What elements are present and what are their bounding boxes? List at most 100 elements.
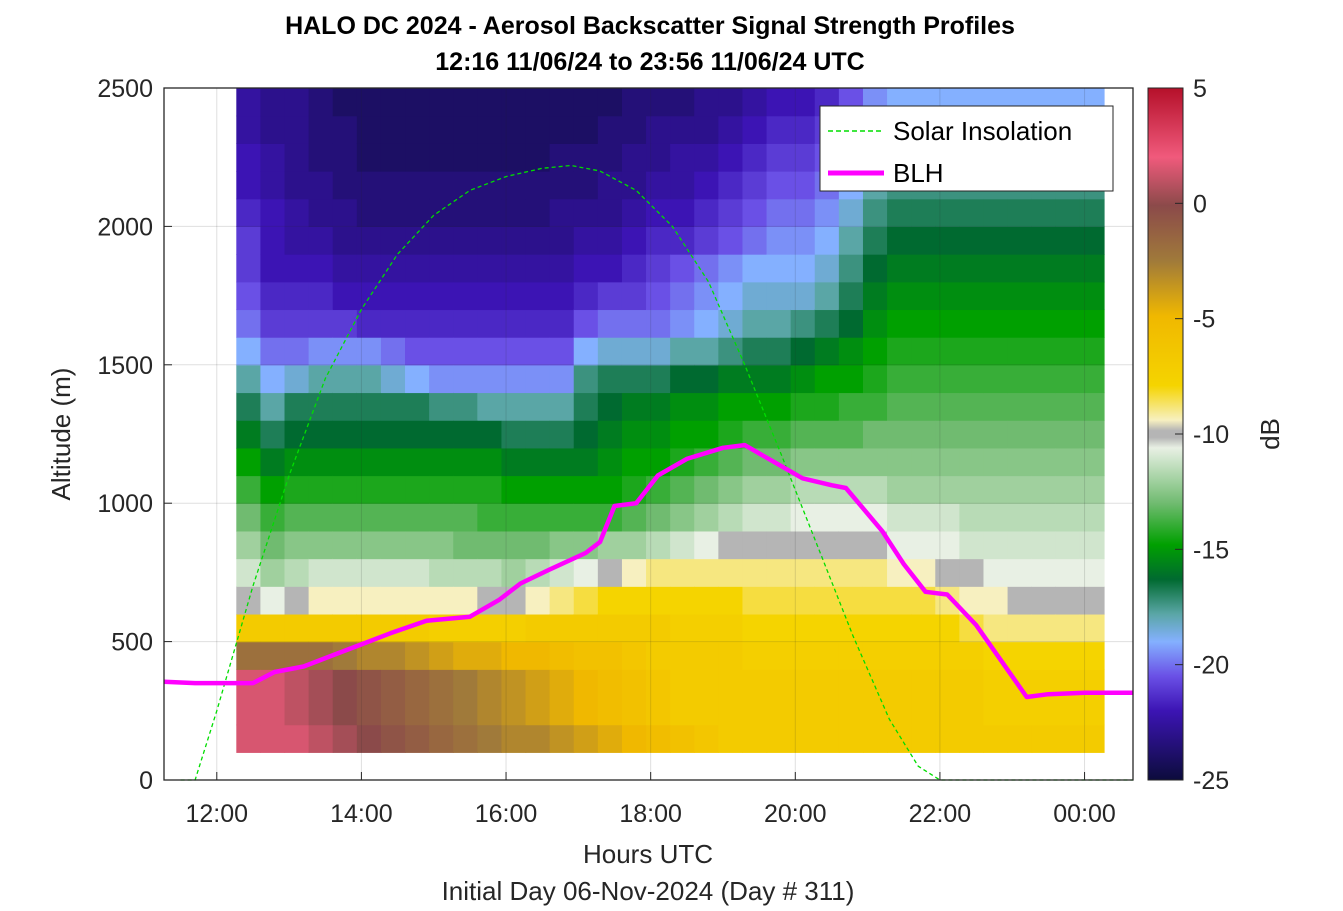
- heatmap-cell: [549, 724, 575, 753]
- heatmap-cell: [887, 392, 912, 421]
- heatmap-cell: [621, 254, 647, 283]
- heatmap-cell: [838, 641, 864, 670]
- heatmap-cell: [501, 503, 527, 532]
- heatmap-cell: [453, 447, 478, 477]
- heatmap-cell: [525, 309, 551, 338]
- heatmap-cell: [838, 558, 864, 587]
- heatmap-cell: [935, 420, 960, 449]
- heatmap-cell: [597, 226, 623, 255]
- heatmap-cell: [525, 420, 551, 449]
- heatmap-cell: [646, 558, 671, 587]
- heatmap-cell: [549, 254, 575, 283]
- y-tick-label: 2500: [97, 75, 153, 103]
- heatmap-cell: [862, 669, 888, 726]
- heatmap-cell: [597, 337, 623, 366]
- heatmap-cell: [597, 475, 623, 504]
- heatmap-cell: [260, 641, 286, 670]
- heatmap-cell: [597, 641, 623, 670]
- heatmap-cell: [453, 171, 478, 200]
- heatmap-cell: [694, 88, 719, 117]
- heatmap-cell: [718, 724, 744, 753]
- heatmap-cell: [332, 669, 358, 726]
- heatmap-cell: [501, 337, 527, 366]
- heatmap-cell: [694, 143, 719, 172]
- heatmap-cell: [983, 420, 1009, 449]
- heatmap-cell: [718, 475, 744, 504]
- heatmap-cell: [260, 392, 286, 421]
- heatmap-cell: [308, 171, 334, 200]
- heatmap-cell: [1055, 558, 1081, 587]
- heatmap-cell: [814, 724, 840, 753]
- heatmap-cell: [983, 198, 1009, 227]
- legend-box: [819, 105, 1114, 192]
- heatmap-cell: [1055, 613, 1081, 643]
- heatmap-cell: [525, 530, 551, 560]
- heatmap-cell: [718, 613, 744, 643]
- y-axis-label: Altitude (m): [46, 368, 76, 501]
- heatmap-cell: [887, 669, 912, 726]
- heatmap-cell: [260, 171, 286, 200]
- heatmap-cell: [887, 475, 912, 504]
- heatmap-cell: [429, 254, 454, 283]
- heatmap-cell: [814, 364, 840, 394]
- heatmap-cell: [621, 613, 647, 643]
- heatmap-cell: [380, 641, 406, 670]
- heatmap-cell: [718, 392, 744, 421]
- heatmap-cell: [501, 115, 527, 144]
- heatmap-cell: [429, 503, 454, 532]
- chart-title: HALO DC 2024 - Aerosol Backscatter Signa…: [285, 12, 1015, 40]
- heatmap-cell: [1055, 337, 1081, 366]
- heatmap-cell: [766, 586, 792, 615]
- heatmap-cell: [790, 724, 816, 753]
- heatmap-cell: [260, 337, 286, 366]
- heatmap-cell: [429, 530, 454, 560]
- backscatter-heatmap: [236, 88, 1105, 753]
- heatmap-cell: [790, 254, 816, 283]
- heatmap-cell: [935, 530, 960, 560]
- heatmap-cell: [766, 613, 792, 643]
- heatmap-cell: [670, 364, 695, 394]
- heatmap-cell: [1007, 613, 1033, 643]
- colorbar-tick-label: -10: [1193, 421, 1229, 449]
- heatmap-cell: [646, 143, 671, 172]
- heatmap-cell: [646, 392, 671, 421]
- heatmap-cell: [1007, 558, 1033, 587]
- heatmap-cell: [260, 254, 286, 283]
- heatmap-cell: [983, 226, 1009, 255]
- heatmap-cell: [935, 669, 960, 726]
- heatmap-cell: [1055, 641, 1081, 670]
- heatmap-cell: [236, 475, 262, 504]
- heatmap-cell: [380, 503, 406, 532]
- heatmap-cell: [670, 226, 695, 255]
- heatmap-cell: [838, 309, 864, 338]
- heatmap-cell: [646, 281, 671, 311]
- heatmap-cell: [356, 309, 382, 338]
- heatmap-cell: [862, 392, 888, 421]
- heatmap-cell: [718, 447, 744, 477]
- heatmap-cell: [646, 475, 671, 504]
- heatmap-cell: [790, 115, 816, 144]
- heatmap-cell: [694, 226, 719, 255]
- heatmap-cell: [935, 198, 960, 227]
- heatmap-cell: [332, 364, 358, 394]
- heatmap-cell: [646, 309, 671, 338]
- heatmap-cell: [766, 226, 792, 255]
- heatmap-cell: [284, 309, 310, 338]
- heatmap-cell: [308, 364, 334, 394]
- heatmap-cell: [236, 447, 262, 477]
- heatmap-cell: [862, 420, 888, 449]
- heatmap-cell: [766, 392, 792, 421]
- heatmap-cell: [236, 558, 262, 587]
- heatmap-cell: [549, 530, 575, 560]
- heatmap-cell: [742, 586, 768, 615]
- heatmap-cell: [718, 281, 744, 311]
- heatmap-cell: [597, 143, 623, 172]
- heatmap-cell: [621, 724, 647, 753]
- heatmap-cell: [887, 281, 912, 311]
- heatmap-cell: [477, 88, 503, 117]
- heatmap-cell: [935, 613, 960, 643]
- heatmap-cell: [646, 503, 671, 532]
- heatmap-cell: [573, 586, 599, 615]
- heatmap-cell: [718, 88, 744, 117]
- heatmap-cell: [790, 669, 816, 726]
